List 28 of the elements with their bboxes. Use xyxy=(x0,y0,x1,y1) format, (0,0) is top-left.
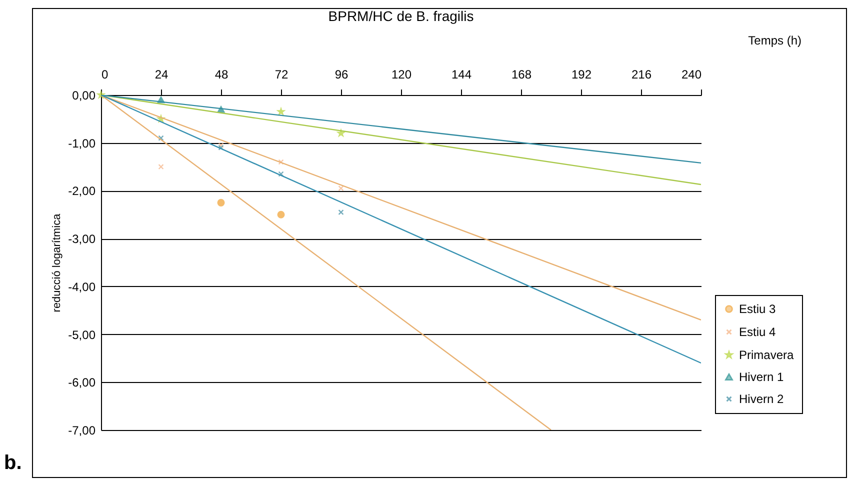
y-tick-label: 0,00 xyxy=(72,88,96,102)
x-tick-label: 168 xyxy=(511,68,532,82)
y-tick-label: -2,00 xyxy=(68,184,96,198)
y-tick-label: -3,00 xyxy=(68,232,96,246)
x-tick-label: 48 xyxy=(214,68,228,82)
x-axis-title: Temps (h) xyxy=(748,34,802,48)
y-axis-title: reducció logarítmica xyxy=(51,212,64,312)
x-tick-label: 72 xyxy=(274,68,288,82)
legend-label: Hivern 1 xyxy=(739,370,784,384)
legend-label: Estiu 4 xyxy=(739,325,776,339)
x-tick-label: 96 xyxy=(334,68,348,82)
y-tick-label: -6,00 xyxy=(68,376,96,390)
x-tick-label: 0 xyxy=(102,68,108,82)
x-tick-label: 120 xyxy=(391,68,412,82)
x-tick-label: 24 xyxy=(154,68,168,82)
legend-label: Hivern 2 xyxy=(739,392,784,406)
x-tick-label: 240 xyxy=(681,68,702,82)
legend-label: Primavera xyxy=(739,348,794,362)
x-tick-label: 216 xyxy=(631,68,652,82)
x-tick-label: 144 xyxy=(451,68,472,82)
x-tick-label: 192 xyxy=(571,68,592,82)
legend-label: Estiu 3 xyxy=(739,302,776,316)
y-tick-label: -5,00 xyxy=(68,328,96,342)
y-tick-label: -1,00 xyxy=(68,136,96,150)
text: b. xyxy=(4,452,22,475)
y-tick-label: -4,00 xyxy=(68,280,96,294)
y-tick-label: -7,00 xyxy=(68,424,96,438)
chart-title: BPRM/HC de B. fragilis xyxy=(328,8,474,24)
